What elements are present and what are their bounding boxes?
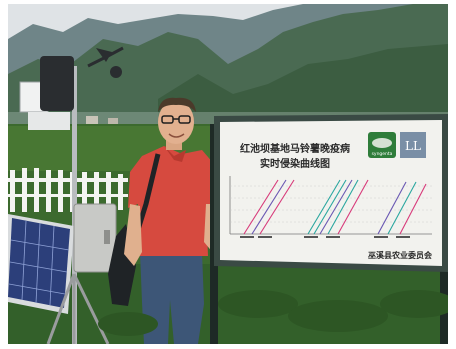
curve (387, 181, 417, 235)
curve (259, 179, 295, 235)
chart-gridlines (230, 185, 432, 223)
sign-footer: 巫溪县农业委员会 (368, 250, 432, 260)
logo-right-text: LL (405, 139, 421, 153)
house (108, 118, 118, 124)
anemometer (110, 66, 122, 78)
curve (399, 183, 427, 235)
curve (377, 181, 407, 235)
glasses-icon (161, 115, 191, 124)
chart-curves (243, 179, 427, 235)
curve (307, 179, 341, 235)
curve (337, 179, 369, 235)
sign-title-line2: 实时侵染曲线图 (260, 157, 330, 170)
chart-x-ticks (240, 236, 410, 238)
person-left-arm (124, 204, 142, 266)
logger-latch (104, 230, 110, 244)
curve (313, 179, 347, 235)
person-head (158, 100, 194, 144)
person-smile (168, 133, 185, 138)
foreground-foliage (98, 290, 448, 336)
infection-chart (229, 176, 432, 238)
house (86, 116, 98, 124)
solar-panel (8, 214, 74, 314)
logo-right (400, 132, 426, 158)
curve (327, 179, 359, 235)
wind-vane-tail (96, 48, 112, 62)
shirt-collar (164, 146, 186, 162)
station-sensor-head (40, 56, 74, 111)
sign-title-line1: 红池坝基地马铃薯晚疫病 (240, 142, 350, 155)
curve (243, 179, 279, 235)
person-hair (158, 97, 196, 112)
logo-left-swirl (372, 138, 392, 148)
curve (319, 179, 353, 235)
person-shirt (128, 146, 216, 256)
scene-svg: syngenta LL 红池坝基地马铃薯晚疫病 实时侵染曲线图 (8, 4, 448, 344)
photo: syngenta LL 红池坝基地马铃薯晚疫病 实时侵染曲线图 (8, 4, 448, 344)
station-radiation-shield (28, 112, 70, 130)
tripod-legs (46, 273, 110, 344)
logo-left-text: syngenta (372, 151, 393, 157)
curve (251, 179, 287, 235)
mountain-shadow (158, 44, 448, 134)
